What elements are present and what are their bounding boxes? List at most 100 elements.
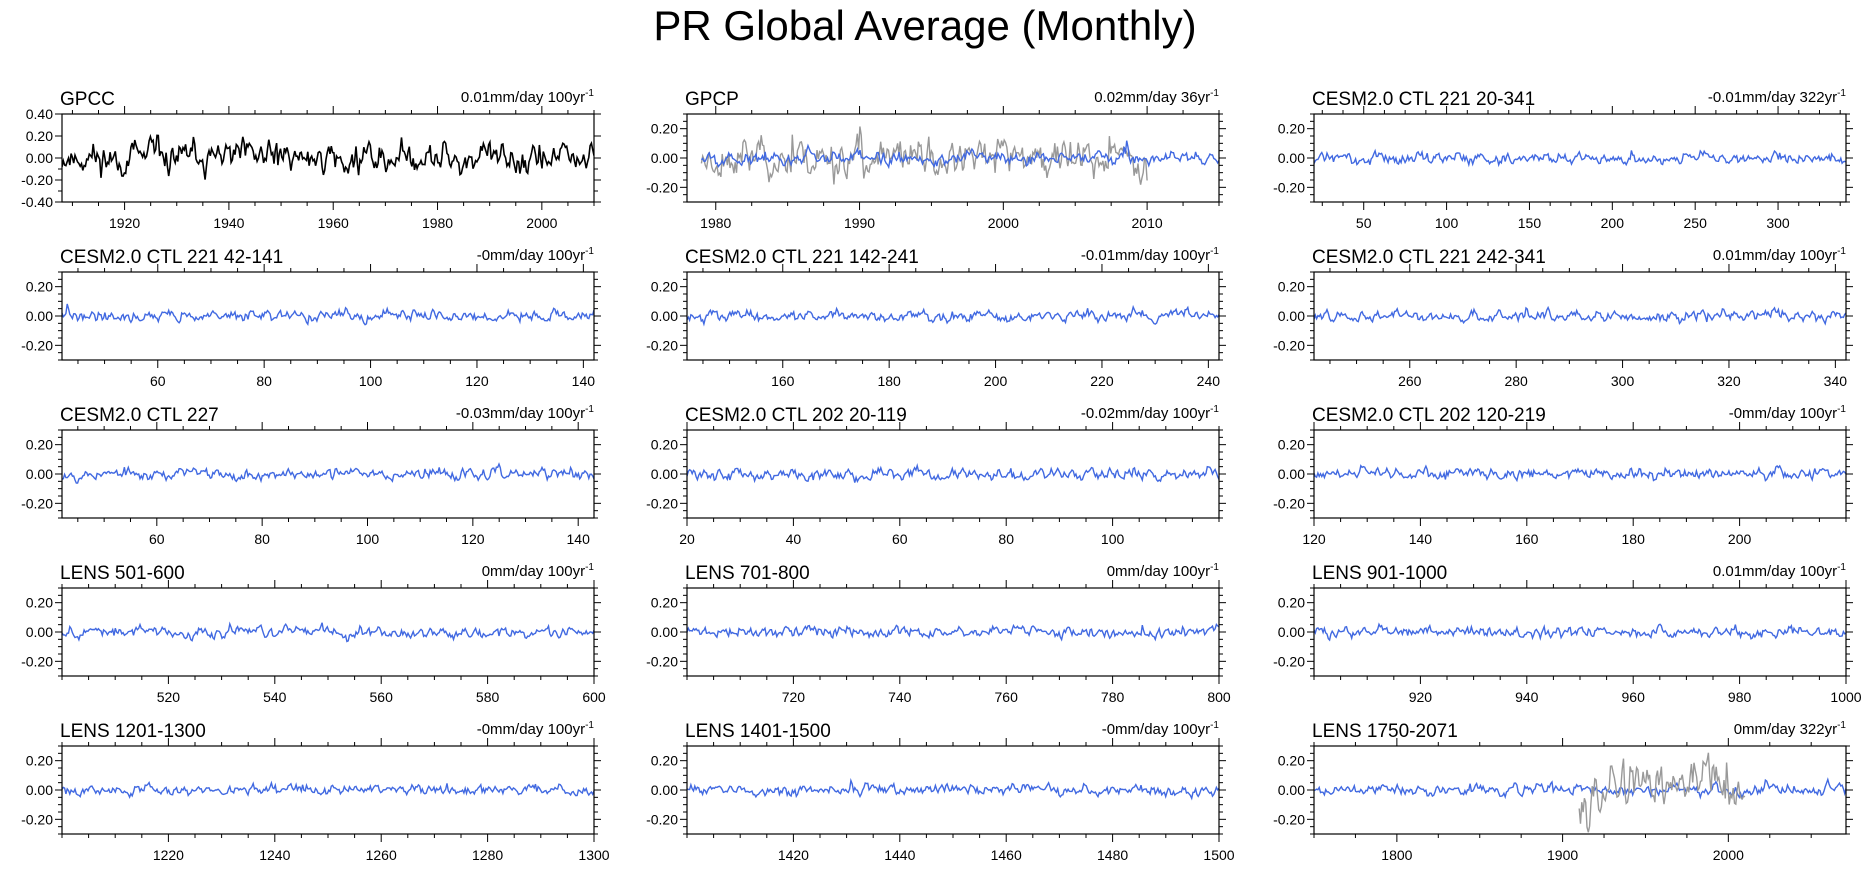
x-tick-label: 120 (465, 373, 489, 389)
x-tick-label: 1240 (259, 847, 290, 863)
x-tick-label: 340 (1824, 373, 1848, 389)
y-tick-label: 0.20 (26, 279, 53, 295)
x-tick-label: 1220 (153, 847, 184, 863)
y-tick-label: 0.00 (26, 466, 53, 482)
panel-title: LENS 1401-1500 (685, 721, 831, 742)
x-tick-label: 200 (984, 373, 1008, 389)
y-tick-label: 0.00 (1278, 150, 1305, 166)
x-tick-label: 120 (1302, 531, 1326, 547)
x-tick-label: 1940 (213, 215, 244, 231)
y-tick-label: 0.00 (651, 150, 678, 166)
trend-label: -0mm/day 100yr-1 (1729, 404, 1847, 422)
x-tick-label: 760 (995, 689, 1019, 705)
x-tick-label: 160 (771, 373, 795, 389)
x-tick-label: 280 (1504, 373, 1528, 389)
series-cesm2-0-ctl-221-242-341 (1314, 305, 1846, 326)
panel-5: -0.20 0.00 0.20 160 180 200 220 240 CESM2.0 CTL … (646, 246, 1226, 389)
figure-title: PR Global Average (Monthly) (653, 2, 1196, 49)
panel-title: LENS 901-1000 (1312, 563, 1447, 584)
panel-11: -0.20 0.00 0.20 720 740 760 780 800 LENS 701-800… (646, 562, 1231, 705)
x-tick-label: 1420 (778, 847, 809, 863)
panel-6: -0.20 0.00 0.20 260 280 300 320 340 CESM2.0 CTL … (1273, 246, 1853, 389)
trend-label: -0mm/day 100yr-1 (477, 720, 595, 738)
panel-title: CESM2.0 CTL 221 242-341 (1312, 247, 1546, 268)
panel-14: -0.20 0.00 0.20 1420 1440 1460 1480 1500 LENS 14… (646, 720, 1235, 863)
panel-title: CESM2.0 CTL 227 (60, 405, 219, 426)
x-tick-label: 1980 (422, 215, 453, 231)
panel-title: CESM2.0 CTL 221 142-241 (685, 247, 919, 268)
y-tick-label: 0.20 (26, 128, 53, 144)
panel-15: -0.20 0.00 0.20 1800 1900 2000 LENS 1750-2071 0… (1273, 720, 1853, 863)
trend-label: -0mm/day 100yr-1 (1102, 720, 1220, 738)
x-tick-label: 800 (1207, 689, 1231, 705)
x-tick-label: 60 (150, 373, 166, 389)
x-tick-label: 1980 (700, 215, 731, 231)
trend-label: 0.01mm/day 100yr-1 (1713, 246, 1847, 264)
x-tick-label: 100 (359, 373, 383, 389)
y-tick-label: 0.00 (26, 150, 53, 166)
x-tick-label: 2010 (1132, 215, 1163, 231)
x-tick-label: 180 (877, 373, 901, 389)
series-cesm2-0-ctl-221-20-341 (1314, 148, 1846, 168)
x-tick-label: 20 (679, 531, 695, 547)
y-tick-label: 0.00 (1278, 624, 1305, 640)
y-tick-label: -0.20 (1273, 495, 1305, 511)
panel-7: -0.20 0.00 0.20 60 80 100 120 140 CESM2.0 CTL 22… (21, 404, 601, 547)
y-tick-label: -0.20 (646, 811, 678, 827)
y-tick-label: -0.20 (646, 337, 678, 353)
x-tick-label: 260 (1398, 373, 1422, 389)
trend-label: -0.02mm/day 100yr-1 (1081, 404, 1220, 422)
panel-2: -0.20 0.00 0.20 1980 1990 2000 2010 GPCP 0.02mm/… (646, 88, 1226, 231)
x-tick-label: 1960 (318, 215, 349, 231)
series-lens-1401-1500 (687, 777, 1219, 801)
panel-title: GPCC (60, 89, 115, 110)
series-cesm2-0-ctl-221-42-141 (62, 303, 594, 327)
x-tick-label: 160 (1515, 531, 1539, 547)
y-tick-label: 0.20 (26, 437, 53, 453)
y-tick-label: 0.20 (1278, 753, 1305, 769)
series-observations (700, 126, 1148, 185)
y-tick-label: -0.20 (21, 653, 53, 669)
x-tick-label: 200 (1728, 531, 1752, 547)
trend-label: 0.02mm/day 36yr-1 (1094, 88, 1219, 106)
y-tick-label: -0.20 (21, 811, 53, 827)
x-tick-label: 240 (1197, 373, 1221, 389)
x-tick-label: 540 (263, 689, 287, 705)
panel-9: -0.20 0.00 0.20 120 140 160 180 200 CESM2.0 CTL … (1273, 404, 1853, 547)
series-cesm2-0-ctl-202-20-119 (687, 463, 1219, 484)
y-tick-label: -0.20 (21, 495, 53, 511)
x-tick-label: 1460 (991, 847, 1022, 863)
y-tick-label: -0.20 (21, 172, 53, 188)
series-cesm2-0-ctl-227 (62, 462, 594, 484)
x-tick-label: 300 (1611, 373, 1635, 389)
y-tick-label: 0.20 (26, 753, 53, 769)
y-tick-label: 0.20 (651, 595, 678, 611)
plot-frame (61, 113, 595, 203)
x-tick-label: 980 (1728, 689, 1752, 705)
y-tick-label: 0.00 (1278, 466, 1305, 482)
x-tick-label: 560 (370, 689, 394, 705)
trend-label: -0.01mm/day 322yr-1 (1708, 88, 1847, 106)
x-tick-label: 2000 (988, 215, 1019, 231)
y-tick-label: 0.20 (651, 753, 678, 769)
x-tick-label: 60 (892, 531, 908, 547)
x-tick-label: 780 (1101, 689, 1125, 705)
panel-title: CESM2.0 CTL 221 20-341 (1312, 89, 1535, 110)
y-tick-label: -0.20 (1273, 811, 1305, 827)
y-tick-label: 0.00 (26, 782, 53, 798)
panel-title: GPCP (685, 89, 739, 110)
x-tick-label: 200 (1601, 215, 1625, 231)
trend-label: 0mm/day 100yr-1 (482, 562, 595, 580)
x-tick-label: 1280 (472, 847, 503, 863)
series-lens-901-1000 (1314, 622, 1846, 642)
panel-1: -0.40 -0.20 0.00 0.20 0.40 1920 1940 1960 1980 20… (21, 88, 601, 231)
panels: -0.40 -0.20 0.00 0.20 0.40 1920 1940 1960 1980 20… (21, 88, 1862, 863)
x-tick-label: 100 (1101, 531, 1125, 547)
y-tick-label: 0.00 (651, 466, 678, 482)
y-tick-label: 0.00 (1278, 308, 1305, 324)
panel-13: -0.20 0.00 0.20 1220 1240 1260 1280 1300 LENS 12… (21, 720, 610, 863)
y-tick-label: 0.20 (26, 595, 53, 611)
x-tick-label: 520 (157, 689, 181, 705)
series-cesm2-0-ctl-202-120-219 (1314, 464, 1846, 483)
